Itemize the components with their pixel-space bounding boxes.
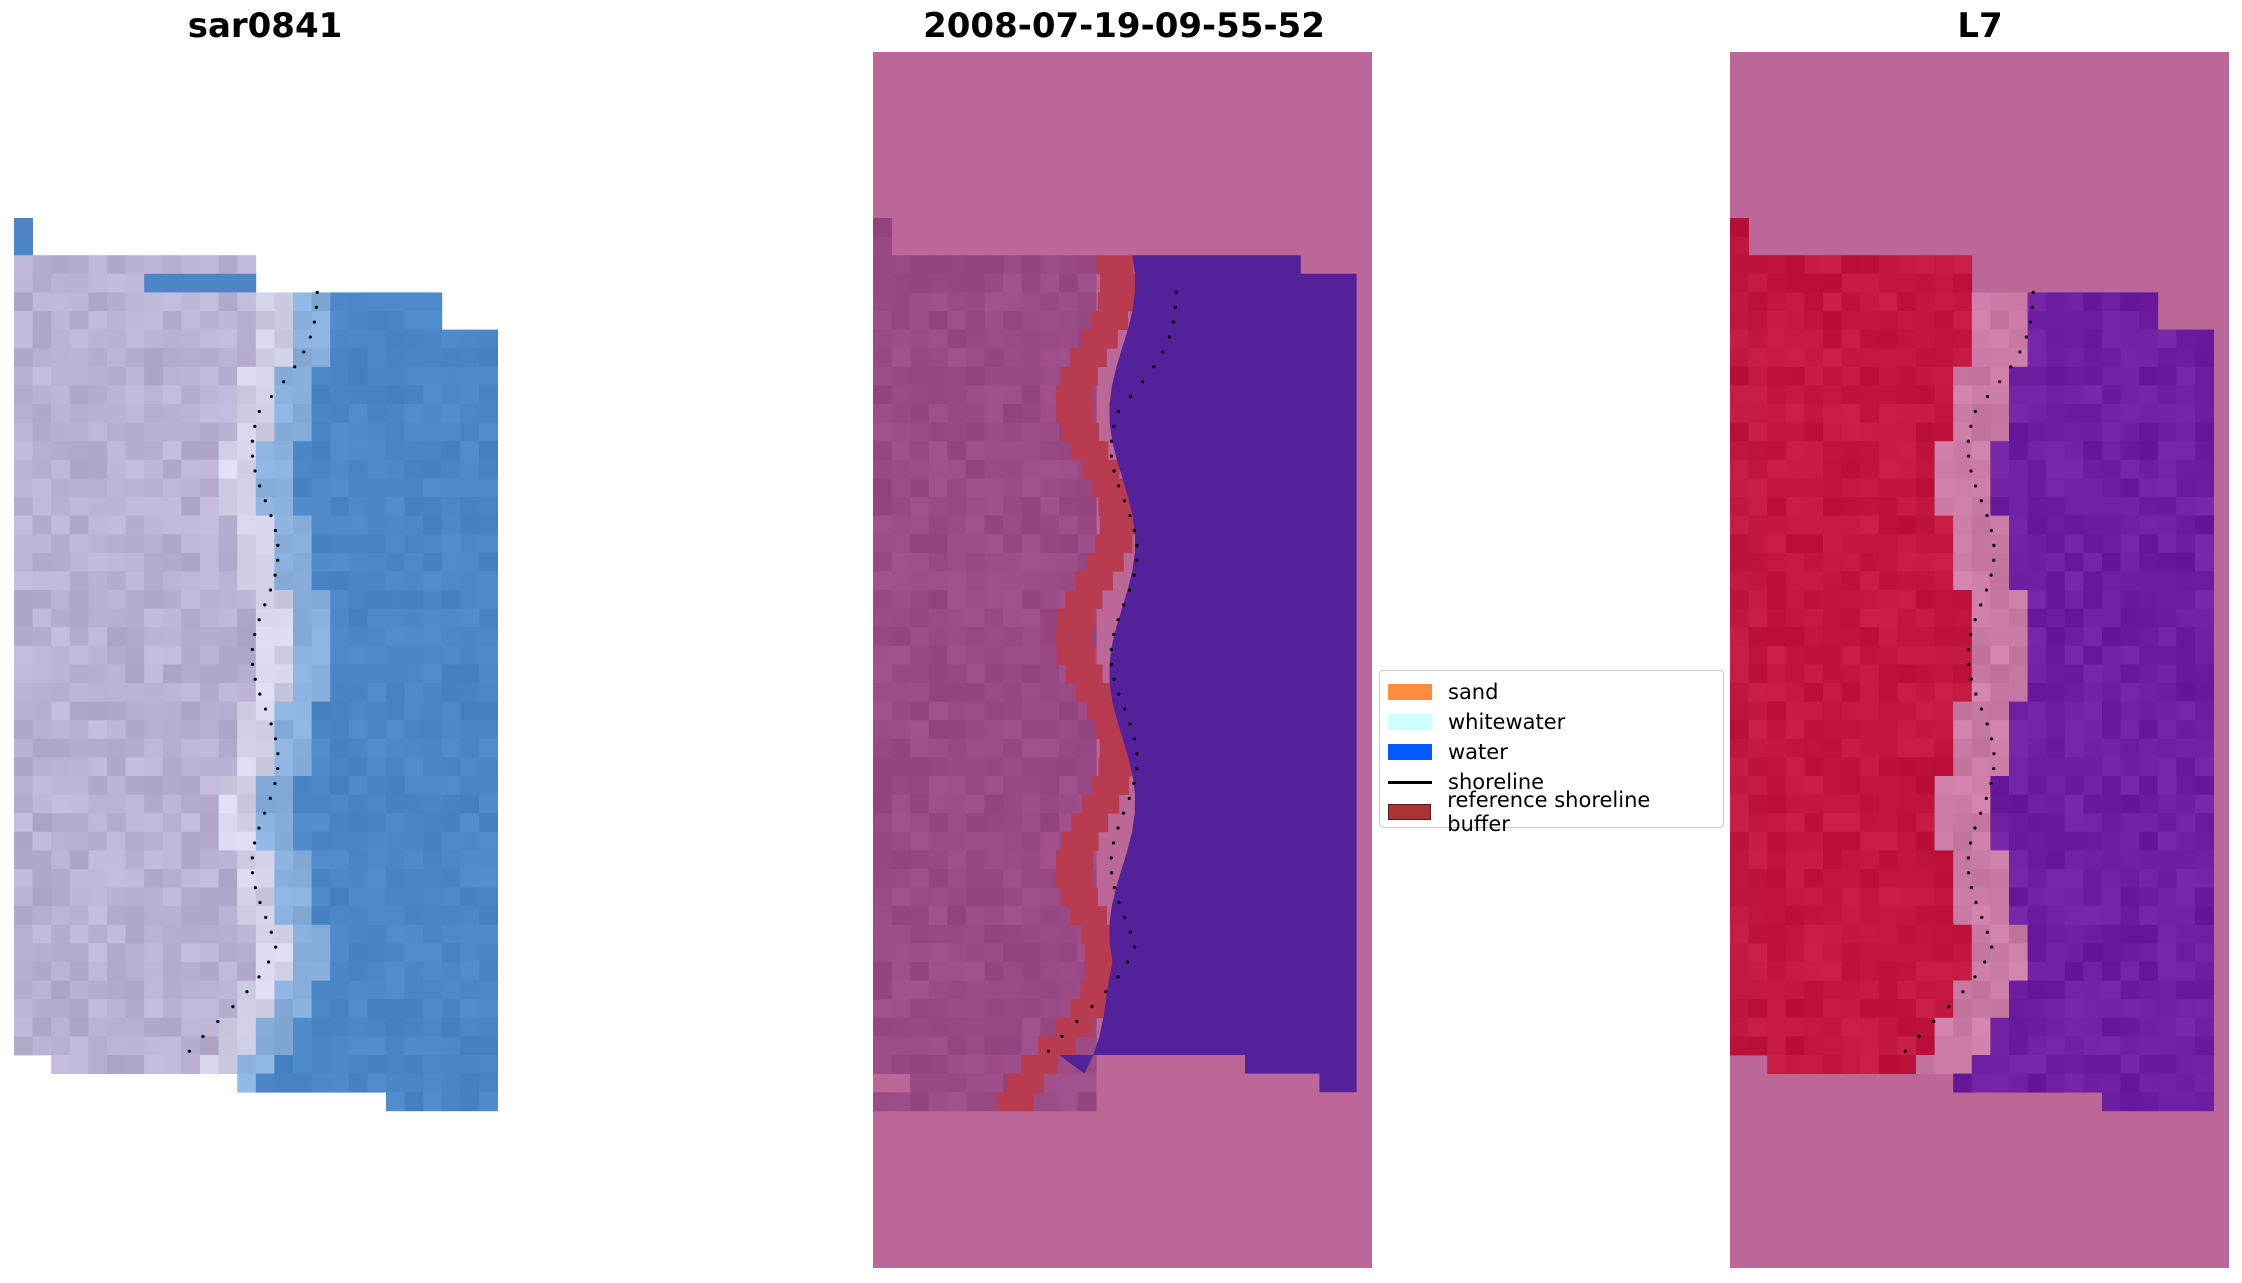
legend-label-whitewater: whitewater bbox=[1448, 710, 1566, 734]
legend-label-buffer: reference shoreline buffer bbox=[1447, 788, 1651, 836]
legend-item-water: water bbox=[1388, 737, 1715, 767]
rgb-image-mosaic bbox=[14, 218, 498, 1112]
legend-item-whitewater: whitewater bbox=[1388, 707, 1715, 737]
shoreline-line-swatch bbox=[1388, 780, 1432, 784]
shoreline-dots-middle bbox=[1046, 290, 1178, 1053]
classified-image-panel bbox=[873, 52, 1372, 1268]
index-image-mosaic bbox=[1730, 218, 2214, 1112]
water-swatch bbox=[1388, 744, 1432, 760]
classified-water-area bbox=[1059, 255, 1357, 1093]
panel-title-right: L7 bbox=[1957, 6, 2003, 46]
legend-label-shoreline: shoreline bbox=[1448, 770, 1545, 794]
legend-item-shoreline: shoreline bbox=[1388, 767, 1715, 797]
classified-land-area bbox=[873, 218, 1097, 1112]
legend-item-buffer: reference shoreline buffer bbox=[1388, 788, 1715, 836]
shoreline-dots-right bbox=[1903, 290, 2035, 1053]
rgb-image-panel bbox=[14, 218, 498, 1112]
index-image-panel bbox=[1730, 52, 2229, 1268]
panel-title-middle: 2008-07-19-09-55-52 bbox=[923, 6, 1325, 46]
whitewater-swatch bbox=[1388, 714, 1432, 730]
legend-label-water: water bbox=[1448, 740, 1508, 764]
sand-swatch bbox=[1388, 684, 1432, 700]
legend-label-sand: sand bbox=[1448, 680, 1499, 704]
legend: sand whitewater water shoreline referenc… bbox=[1379, 670, 1724, 836]
shoreline-dots-left bbox=[187, 290, 319, 1053]
legend-item-sand: sand bbox=[1388, 677, 1715, 707]
panel-title-left: sar0841 bbox=[187, 6, 343, 46]
reference-shoreline-buffer bbox=[996, 255, 1137, 1112]
buffer-swatch bbox=[1388, 804, 1432, 820]
